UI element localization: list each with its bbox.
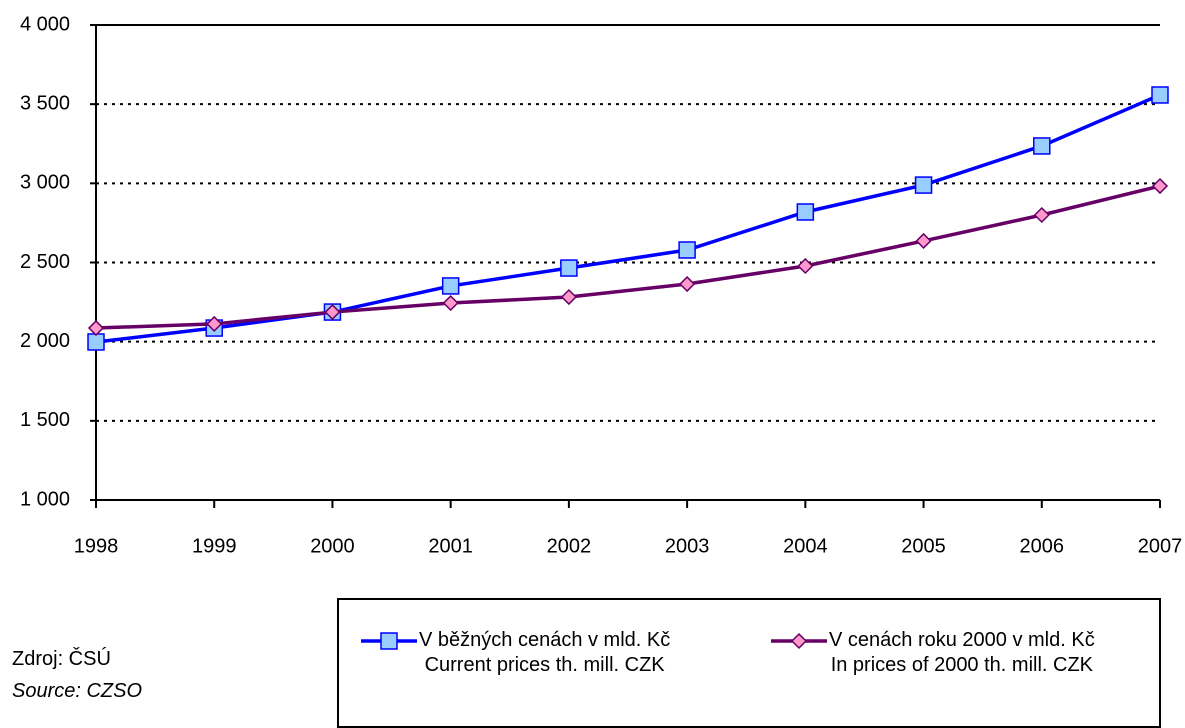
- x-tick-label: 2001: [428, 535, 473, 557]
- point: [560, 259, 578, 277]
- x-tick-label: 1998: [74, 535, 119, 557]
- legend-swatch: [361, 632, 417, 650]
- point: [1033, 206, 1050, 224]
- legend-marker: [790, 632, 808, 650]
- point: [441, 277, 460, 295]
- y-tick-label: 1 000: [20, 488, 70, 510]
- legend-marker: [380, 632, 398, 650]
- x-tick-label: 2000: [310, 535, 355, 557]
- legend-item: V cenách roku 2000 v mld. Kč In prices o…: [769, 628, 1095, 678]
- legend-label: V běžných cenách v mld. Kč Current price…: [419, 629, 671, 676]
- series-line: [95, 184, 1161, 330]
- y-tick-label: 3 000: [20, 172, 70, 194]
- legend-label: V cenách roku 2000 v mld. Kč In prices o…: [829, 629, 1095, 676]
- y-tick-label: 1 500: [20, 409, 70, 431]
- point: [87, 319, 105, 337]
- x-tick-label: 2007: [1138, 535, 1183, 557]
- source-en: Source: CZSO: [12, 680, 143, 702]
- point: [1151, 86, 1169, 104]
- point: [87, 333, 105, 351]
- point: [796, 203, 815, 221]
- legend-item: V běžných cenách v mld. Kč Current price…: [359, 628, 670, 678]
- point: [1033, 137, 1051, 155]
- point: [797, 257, 814, 275]
- point: [914, 176, 933, 194]
- legend-swatch: [771, 632, 827, 650]
- source-cz: Zdroj: ČSÚ: [12, 648, 111, 670]
- y-tick-label: 4 000: [20, 13, 70, 35]
- x-tick-label: 2006: [1020, 535, 1065, 557]
- point: [324, 303, 341, 321]
- x-tick-label: 2003: [665, 535, 710, 557]
- x-tick-label: 2002: [547, 535, 592, 557]
- y-tick-label: 3 500: [20, 92, 70, 114]
- y-tick-label: 2 000: [20, 330, 70, 352]
- point: [1151, 177, 1169, 195]
- y-tick-label: 2 500: [20, 251, 70, 273]
- point: [678, 241, 696, 259]
- chart: 1 000 1 500 2 000 2 500 3 000 3 500 4 000 1998 1…: [20, 13, 1183, 557]
- point: [560, 288, 577, 306]
- x-tick-label: 2005: [901, 535, 946, 557]
- series-line: [95, 93, 1161, 344]
- x-tick-label: 2004: [783, 535, 828, 557]
- legend: V běžných cenách v mld. Kč Current price…: [337, 598, 1161, 728]
- point: [679, 275, 696, 293]
- point: [442, 294, 459, 312]
- point: [915, 232, 932, 250]
- x-tick-label: 1999: [192, 535, 237, 557]
- point: [206, 315, 223, 332]
